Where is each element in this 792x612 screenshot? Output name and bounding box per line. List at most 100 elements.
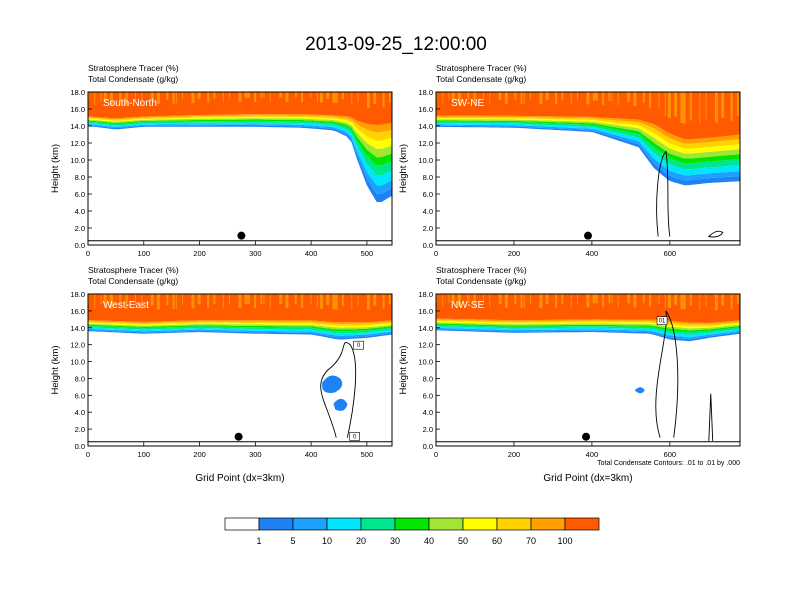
x-tick-label: 200 [193, 249, 206, 258]
panel-frame [87, 293, 393, 447]
y-tick-label: 2.0 [75, 425, 85, 434]
stratosphere-streak [583, 294, 587, 306]
y-axis-label: Height (km) [50, 144, 61, 193]
stratosphere-streak [222, 92, 224, 103]
tracer-band-6 [88, 323, 392, 330]
stratosphere-streak [97, 92, 99, 108]
colorbar-swatch-0 [224, 517, 260, 531]
contour-label-box [349, 432, 360, 441]
stratosphere-streak [602, 92, 605, 105]
tracer-band-9 [436, 115, 740, 144]
stratosphere-streak [225, 294, 227, 311]
x-tick-label: 200 [508, 450, 521, 459]
stratosphere-streak [523, 92, 525, 104]
stratosphere-streak [106, 294, 110, 307]
stratosphere-streak [467, 294, 470, 304]
stratosphere-streak [520, 294, 523, 309]
stratosphere-streak [147, 92, 151, 107]
stratosphere-streak [498, 92, 502, 100]
stratosphere-streak [520, 92, 523, 104]
stratosphere-streak [285, 294, 289, 309]
stratosphere-streak [730, 92, 733, 121]
stratosphere-streak [501, 294, 505, 306]
stratosphere-streak [442, 294, 444, 307]
panel-frame [87, 91, 393, 246]
stratosphere-streak [156, 294, 160, 310]
stratosphere-streak [182, 92, 183, 100]
stratosphere-streak [718, 92, 722, 125]
stratosphere-streak [119, 92, 122, 102]
stratosphere-streak [583, 92, 587, 103]
stratosphere-streak [94, 294, 96, 309]
tracer-field [88, 294, 392, 443]
stratosphere-streak [473, 92, 476, 104]
stratosphere-streak [298, 92, 300, 100]
stratosphere-streak [658, 294, 660, 304]
stratosphere-streak [708, 92, 710, 122]
stratosphere-streak [109, 294, 113, 309]
x-tick-label: 0 [434, 249, 438, 258]
y-tick-label: 6.0 [75, 190, 85, 199]
stratosphere-streak [514, 294, 517, 305]
y-tick-label: 14.0 [418, 324, 433, 333]
stratosphere-streak [605, 92, 608, 107]
stratosphere-streak [448, 92, 450, 100]
stratosphere-streak [341, 294, 344, 306]
stratosphere-streak [451, 92, 455, 100]
stratosphere-streak [655, 294, 657, 310]
panels: 0.02.04.06.08.010.012.014.016.018.00 100 2… [50, 63, 741, 484]
stratosphere-streak [642, 294, 645, 304]
stratosphere-streak [558, 92, 561, 107]
stratosphere-streak [589, 92, 593, 107]
colorbar-swatch-3 [326, 517, 362, 531]
stratosphere-streak [498, 294, 502, 304]
stratosphere-streak [451, 294, 455, 303]
y-tick-label: 8.0 [75, 173, 85, 182]
subtitle-line1: Stratosphere Tracer (%) [88, 63, 179, 73]
stratosphere-streak [335, 92, 338, 103]
stratosphere-streak [379, 294, 382, 307]
stratosphere-streak [113, 92, 117, 108]
stratosphere-streak [257, 92, 260, 104]
stratosphere-streak [125, 294, 128, 310]
stratosphere-streak [388, 294, 391, 305]
y-tick-label: 0.0 [75, 241, 85, 250]
x-tick-label: 200 [193, 450, 206, 459]
stratosphere-streak [501, 92, 505, 102]
y-tick-label: 16.0 [418, 105, 433, 114]
stratosphere-streak [439, 294, 441, 305]
stratosphere-streak [511, 294, 514, 311]
stratosphere-streak [370, 92, 374, 110]
stratosphere-streak [721, 294, 725, 306]
stratosphere-streak [357, 92, 359, 103]
stratosphere-streak [204, 294, 206, 307]
stratosphere-streak [461, 92, 465, 106]
panel-sw-ne: 0.0 2.0 4.0 6.0 8.0 10.0 12.0 14.0 16.0 18.0 0 200 4… [398, 63, 741, 258]
stratosphere-streak [595, 294, 598, 304]
stratosphere-streak [150, 92, 154, 101]
stratosphere-streak [667, 92, 671, 118]
subtitle-line1: Stratosphere Tracer (%) [88, 265, 179, 275]
stratosphere-streak [385, 92, 388, 109]
stratosphere-streak [511, 92, 514, 106]
stratosphere-streak [125, 92, 128, 106]
stratosphere-streak [711, 294, 715, 309]
stratosphere-streak [530, 92, 531, 100]
stratosphere-streak [680, 294, 684, 310]
stratosphere-streak [708, 294, 710, 309]
stratosphere-streak [338, 92, 341, 106]
tracer-band-1 [88, 125, 392, 203]
stratosphere-streak [736, 92, 739, 117]
stratosphere-streak [301, 294, 304, 309]
colorbar-swatch-1 [258, 517, 294, 531]
figure-title: 2013-09-25_12:00:00 [305, 34, 487, 55]
stratosphere-streak [683, 92, 686, 125]
stratosphere-streak [147, 294, 151, 312]
stratosphere-streak [517, 92, 520, 102]
stratosphere-streak [91, 294, 93, 307]
stratosphere-streak [542, 294, 546, 310]
stratosphere-streak [736, 294, 739, 305]
subtitle-line2: Total Condensate (g/kg) [436, 74, 526, 84]
stratosphere-streak [103, 92, 107, 102]
stratosphere-streak [135, 92, 136, 101]
